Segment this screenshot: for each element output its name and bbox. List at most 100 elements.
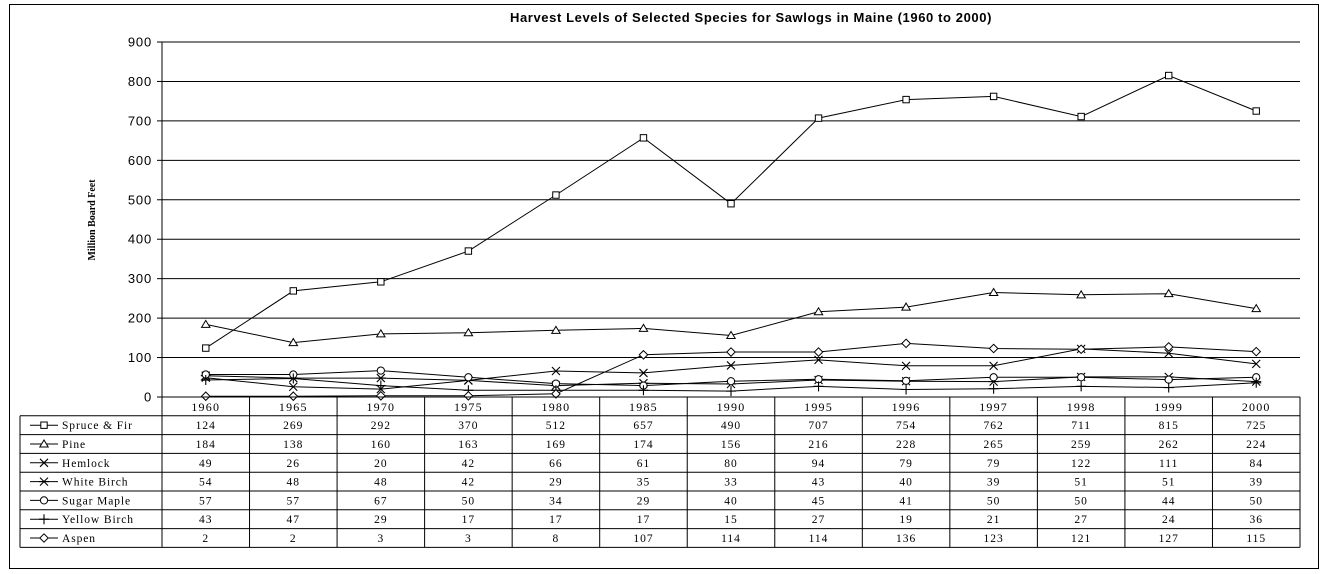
y-tick-label-900: 900 [128, 35, 152, 50]
point-white-birch-1970 [375, 373, 386, 383]
legend-label-sugar-maple: Sugar Maple [62, 495, 131, 507]
table-cell-pine-1960: 184 [196, 439, 216, 451]
table-cell-pine-1997: 265 [983, 439, 1003, 451]
point-aspen-1997 [988, 343, 999, 354]
point-spruce-fir-1999 [1164, 71, 1173, 80]
point-spruce-fir-1965 [289, 287, 298, 295]
table-cell-white-birch-1999: 51 [1162, 477, 1176, 489]
legend-marker-white-birch [39, 477, 49, 486]
table-cell-hemlock-1997: 79 [987, 458, 1001, 470]
table-cell-pine-1999: 262 [1159, 439, 1179, 451]
table-cell-aspen-1999: 127 [1159, 533, 1179, 545]
table-cell-hemlock-1980: 66 [549, 458, 563, 470]
chart-title: Harvest Levels of Selected Species for S… [510, 10, 992, 25]
x-tick-label-1980: 1980 [542, 400, 571, 414]
point-aspen-1999 [1163, 341, 1174, 352]
table-cell-yellow-birch-1997: 21 [987, 514, 1001, 526]
x-tick-label-1999: 1999 [1154, 400, 1183, 414]
point-spruce-fir-1975 [464, 247, 473, 255]
table-cell-hemlock-1965: 26 [287, 458, 301, 470]
point-sugar-maple-1999 [1164, 375, 1173, 384]
table-cell-hemlock-1990: 80 [724, 458, 738, 470]
legend-marker-pine [38, 439, 50, 448]
y-tick-label-800: 800 [128, 74, 152, 89]
y-tick-label-500: 500 [128, 192, 152, 207]
table-cell-spruce-fir-1998: 711 [1071, 420, 1091, 432]
y-tick-label-400: 400 [128, 232, 152, 247]
table-cell-yellow-birch-1960: 43 [199, 514, 213, 526]
point-aspen-1995 [813, 347, 824, 357]
point-spruce-fir-1995 [814, 114, 823, 122]
table-cell-spruce-fir-1995: 707 [808, 420, 828, 432]
point-spruce-fir-2000 [1252, 107, 1260, 115]
point-pine-1996 [900, 302, 912, 311]
table-cell-aspen-1997: 123 [983, 533, 1003, 545]
legend-marker-yellow-birch [39, 514, 49, 525]
table-cell-spruce-fir-1997: 762 [983, 420, 1003, 432]
point-hemlock-1985 [639, 368, 648, 378]
point-aspen-1975 [463, 390, 474, 401]
point-yellow-birch-1998 [1076, 381, 1087, 392]
point-sugar-maple-1975 [464, 373, 473, 382]
table-cell-aspen-1975: 3 [465, 533, 472, 545]
table-cell-yellow-birch-1999: 24 [1162, 514, 1176, 526]
point-pine-1985 [638, 323, 649, 332]
series-line-spruce-fir [205, 74, 1257, 349]
table-cell-pine-1985: 174 [633, 439, 653, 451]
point-yellow-birch-1999 [1163, 382, 1174, 393]
point-hemlock-1997 [989, 361, 999, 371]
table-cell-sugar-maple-1980: 34 [549, 495, 563, 507]
point-pine-1980 [550, 325, 562, 334]
point-spruce-fir-1998 [1077, 112, 1085, 121]
table-cell-spruce-fir-1975: 370 [458, 420, 478, 432]
point-sugar-maple-1990 [726, 377, 736, 386]
table-cell-sugar-maple-1995: 45 [812, 495, 826, 507]
point-yellow-birch-1990 [726, 386, 736, 397]
legend-label-aspen: Aspen [62, 533, 96, 545]
legend-marker-aspen [39, 533, 49, 543]
table-cell-white-birch-1965: 48 [287, 477, 301, 489]
x-tick-label-1975: 1975 [454, 400, 483, 414]
table-cell-sugar-maple-1970: 67 [374, 495, 388, 507]
series-lines [200, 71, 1262, 402]
table-cell-pine-1990: 156 [721, 439, 741, 451]
table-cell-white-birch-1997: 39 [987, 477, 1001, 489]
table-cell-pine-1998: 259 [1071, 439, 1091, 451]
table-cell-spruce-fir-1965: 269 [283, 420, 303, 432]
table-cell-yellow-birch-1995: 27 [812, 514, 826, 526]
table-cell-pine-1970: 160 [371, 439, 391, 451]
point-aspen-1980 [551, 388, 561, 399]
table-cell-aspen-2000: 115 [1246, 533, 1266, 545]
point-pine-1997 [988, 287, 999, 296]
legend-label-pine: Pine [62, 439, 86, 451]
series-sugar-maple [201, 366, 1261, 390]
x-tick-label-1985: 1985 [629, 400, 658, 414]
table-cell-white-birch-1995: 43 [812, 477, 826, 489]
table-cell-yellow-birch-2000: 36 [1249, 514, 1263, 526]
table-cell-sugar-maple-1999: 44 [1162, 495, 1176, 507]
table-cell-sugar-maple-1985: 29 [637, 495, 651, 507]
legend-marker-spruce-fir [40, 421, 48, 429]
table-cell-hemlock-1985: 61 [637, 458, 651, 470]
point-aspen-1998 [1076, 344, 1087, 355]
series-spruce-fir [202, 71, 1260, 352]
table-cell-aspen-1970: 3 [377, 533, 384, 545]
x-tick-label-2000: 2000 [1242, 400, 1271, 414]
point-hemlock-2000 [1251, 359, 1261, 369]
table-cell-hemlock-2000: 84 [1249, 458, 1263, 470]
legend-label-hemlock: Hemlock [62, 458, 110, 470]
x-tick-label-1996: 1996 [892, 400, 921, 414]
y-tick-label-200: 200 [128, 311, 152, 326]
point-pine-1999 [1163, 288, 1174, 298]
point-hemlock-1980 [551, 366, 561, 376]
table-cell-white-birch-1985: 35 [637, 477, 651, 489]
table-cell-white-birch-1975: 42 [462, 477, 476, 489]
chart-frame [9, 4, 1319, 569]
table-cell-spruce-fir-1980: 512 [546, 420, 566, 432]
x-tick-label-1997: 1997 [979, 400, 1008, 414]
y-tick-label-100: 100 [128, 350, 152, 365]
table-cell-white-birch-1998: 51 [1074, 477, 1088, 489]
table-cell-sugar-maple-1960: 57 [199, 495, 213, 507]
y-tick-label-600: 600 [128, 153, 152, 168]
table-cell-spruce-fir-1996: 754 [896, 420, 916, 432]
